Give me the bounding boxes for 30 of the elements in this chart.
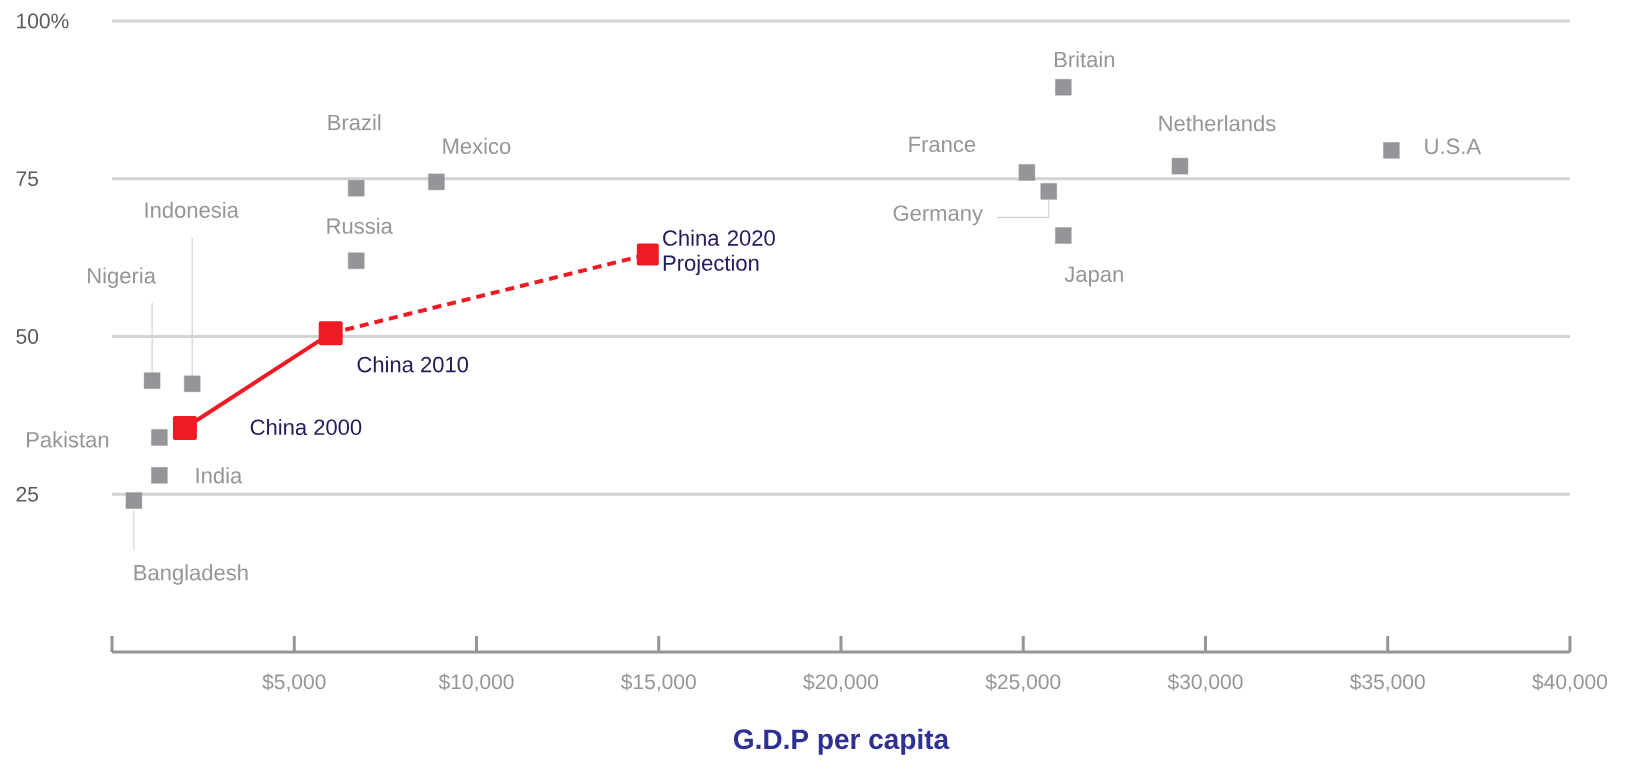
- x-tick-label: $30,000: [1167, 673, 1243, 692]
- annotation: Brazil: [328, 114, 381, 131]
- annotation: Pakistan: [27, 431, 109, 448]
- annotation: Japan: [1064, 266, 1123, 287]
- annotation: Britain: [1054, 51, 1115, 68]
- x-tick-label: $10,000: [438, 673, 514, 692]
- x-tick-label: $20,000: [803, 673, 879, 692]
- y-tick-label: 50: [16, 329, 39, 344]
- annotation: China 2020 Projection: [663, 229, 775, 276]
- annotation: China 2010: [357, 356, 469, 373]
- annotation: Mexico: [443, 137, 511, 154]
- x-tick-label: $15,000: [621, 673, 696, 692]
- annotation: China 2000: [250, 418, 362, 436]
- annotation: India: [196, 467, 243, 484]
- annotation: U.S.A: [1425, 138, 1482, 155]
- annotation: France: [909, 136, 976, 153]
- x-tick-label: $40,000: [1532, 673, 1608, 692]
- x-tick-label: $25,000: [985, 673, 1061, 692]
- annotation: Nigeria: [88, 267, 156, 288]
- annotation: Bangladesh: [134, 564, 248, 585]
- x-tick-label: $5,000: [262, 673, 326, 692]
- x-axis-title: G.D.P per capita: [733, 728, 950, 755]
- annotation: Indonesia: [145, 201, 239, 218]
- y-tick-label: 75: [16, 171, 39, 187]
- annotation: Netherlands: [1159, 115, 1276, 132]
- x-tick-label: $35,000: [1349, 673, 1425, 692]
- annotation: Russia: [327, 217, 393, 234]
- y-tick-label: 25: [16, 486, 39, 502]
- annotation: Germany: [893, 205, 983, 226]
- y-tick-label: 100%: [17, 13, 69, 29]
